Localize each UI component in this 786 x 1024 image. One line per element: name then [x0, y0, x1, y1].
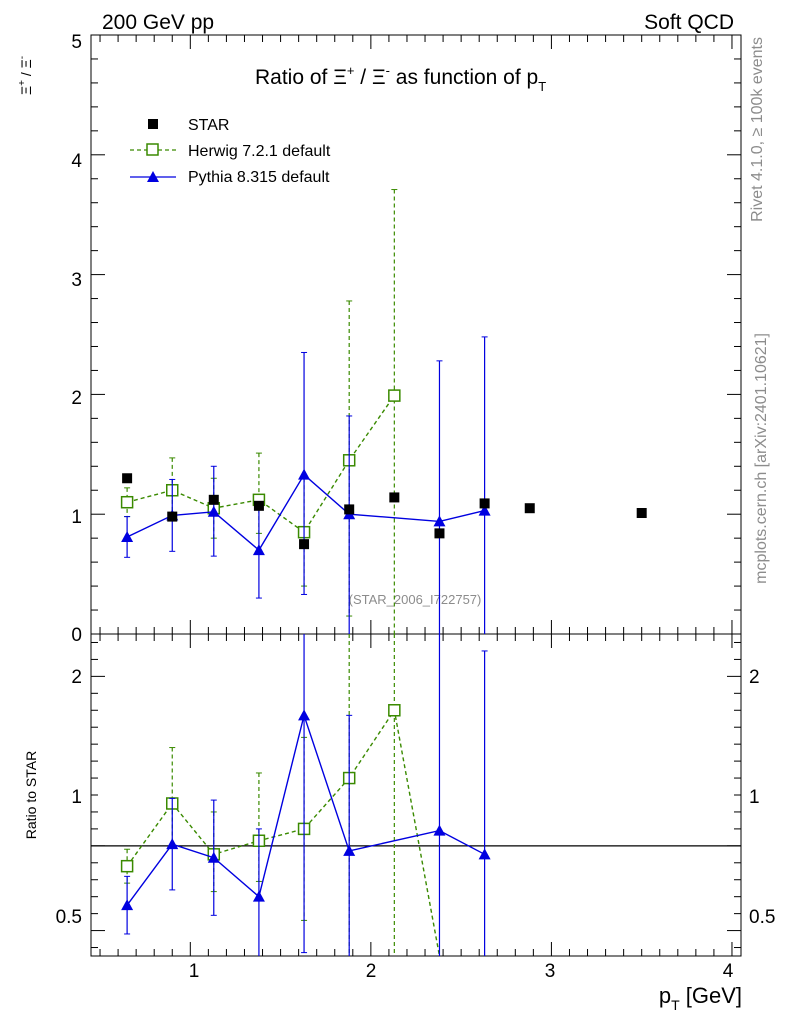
main-y-tick-labels: 5 4 3 2 1 0	[71, 32, 82, 646]
ratio-y-tick-label-left: 0.5	[56, 907, 82, 928]
herwig-data-point	[388, 389, 401, 402]
analysis-watermark: (STAR_2006_I722757)	[349, 592, 482, 607]
star-data-point	[253, 500, 264, 511]
main-y-tick-label: 1	[71, 507, 82, 528]
main-y-axis-label: Ξ+ / Ξ-	[17, 56, 34, 95]
pythia-data-point	[121, 530, 134, 542]
main-y-tick-label: 0	[71, 625, 82, 646]
x-tick-labels: 1 2 3 4	[189, 961, 734, 982]
legend: STAR Herwig 7.2.1 default Pythia 8.315 d…	[130, 117, 331, 186]
star-data-point	[636, 508, 647, 519]
x-tick-label: 1	[189, 961, 200, 982]
x-tick-label: 3	[545, 961, 556, 982]
rivet-label: Rivet 4.1.0, ≥ 100k events	[749, 37, 766, 222]
main-y-tick-label: 2	[71, 388, 82, 409]
star-data-point	[434, 528, 445, 539]
pythia-data-point	[207, 851, 220, 863]
star-data-point	[344, 504, 355, 515]
ratio-y-tick-label-right: 0.5	[749, 907, 775, 928]
legend-star-marker	[148, 119, 158, 129]
legend-star-label: STAR	[188, 117, 229, 134]
star-data-point	[122, 473, 133, 484]
main-data-marks	[120, 189, 647, 634]
pythia-data-point	[478, 504, 491, 516]
ratio-y-tick-label-right: 1	[749, 787, 760, 808]
legend-herwig-marker	[146, 143, 159, 156]
header-right-label: Soft QCD	[644, 11, 734, 34]
ratio-plot-frame	[90, 633, 742, 957]
star-data-point	[524, 503, 535, 514]
x-tick-label: 4	[723, 961, 734, 982]
ratio-data-marks	[120, 634, 491, 957]
ratio-y-axis-label: Ratio to STAR	[23, 751, 39, 839]
legend-pythia-label: Pythia 8.315 default	[188, 169, 330, 186]
star-data-point	[208, 494, 219, 505]
herwig-data-point	[120, 859, 134, 873]
herwig-data-point	[120, 495, 134, 509]
ratio-y-tick-label-right: 2	[749, 667, 760, 688]
star-data-point	[299, 539, 310, 550]
chart-title: Ratio of Ξ+ / Ξ- as function of pT	[255, 63, 546, 94]
main-y-tick-label: 3	[71, 270, 82, 291]
pythia-data-point	[433, 515, 446, 527]
pythia-series-line	[126, 473, 485, 552]
x-axis-label: pT [GeV]	[659, 983, 742, 1013]
ratio-y-tick-label-left: 2	[71, 667, 82, 688]
star-data-point	[479, 498, 490, 509]
pythia-data-point	[433, 824, 446, 836]
legend-pythia-marker	[147, 171, 159, 182]
pythia-data-point	[121, 899, 134, 911]
ratio-axis-ticks	[91, 634, 741, 956]
pythia-data-point	[207, 505, 220, 517]
pythia-series-line	[126, 712, 485, 906]
pythia-data-point	[252, 890, 265, 902]
pythia-data-point	[166, 838, 179, 850]
ratio-y-tick-labels: 2 1 0.5 2 1 0.5	[56, 667, 776, 928]
main-axis-ticks	[91, 34, 741, 635]
pythia-data-point	[343, 844, 356, 856]
star-data-point	[167, 511, 178, 522]
legend-herwig-label: Herwig 7.2.1 default	[188, 143, 331, 160]
herwig-series-line	[126, 708, 441, 957]
pythia-data-point	[298, 709, 311, 721]
ratio-y-tick-label-left: 1	[71, 787, 82, 808]
pythia-data-point	[298, 468, 311, 480]
pythia-data-point	[478, 848, 491, 860]
x-tick-label: 2	[366, 961, 377, 982]
pythia-data-point	[252, 544, 265, 556]
header-left-label: 200 GeV pp	[102, 11, 214, 34]
herwig-data-point	[388, 704, 401, 717]
star-data-point	[389, 492, 400, 503]
mcplots-label: mcplots.cern.ch [arXiv:2401.10621]	[753, 333, 770, 584]
main-y-tick-label: 5	[71, 32, 82, 53]
main-y-tick-label: 4	[71, 151, 82, 172]
